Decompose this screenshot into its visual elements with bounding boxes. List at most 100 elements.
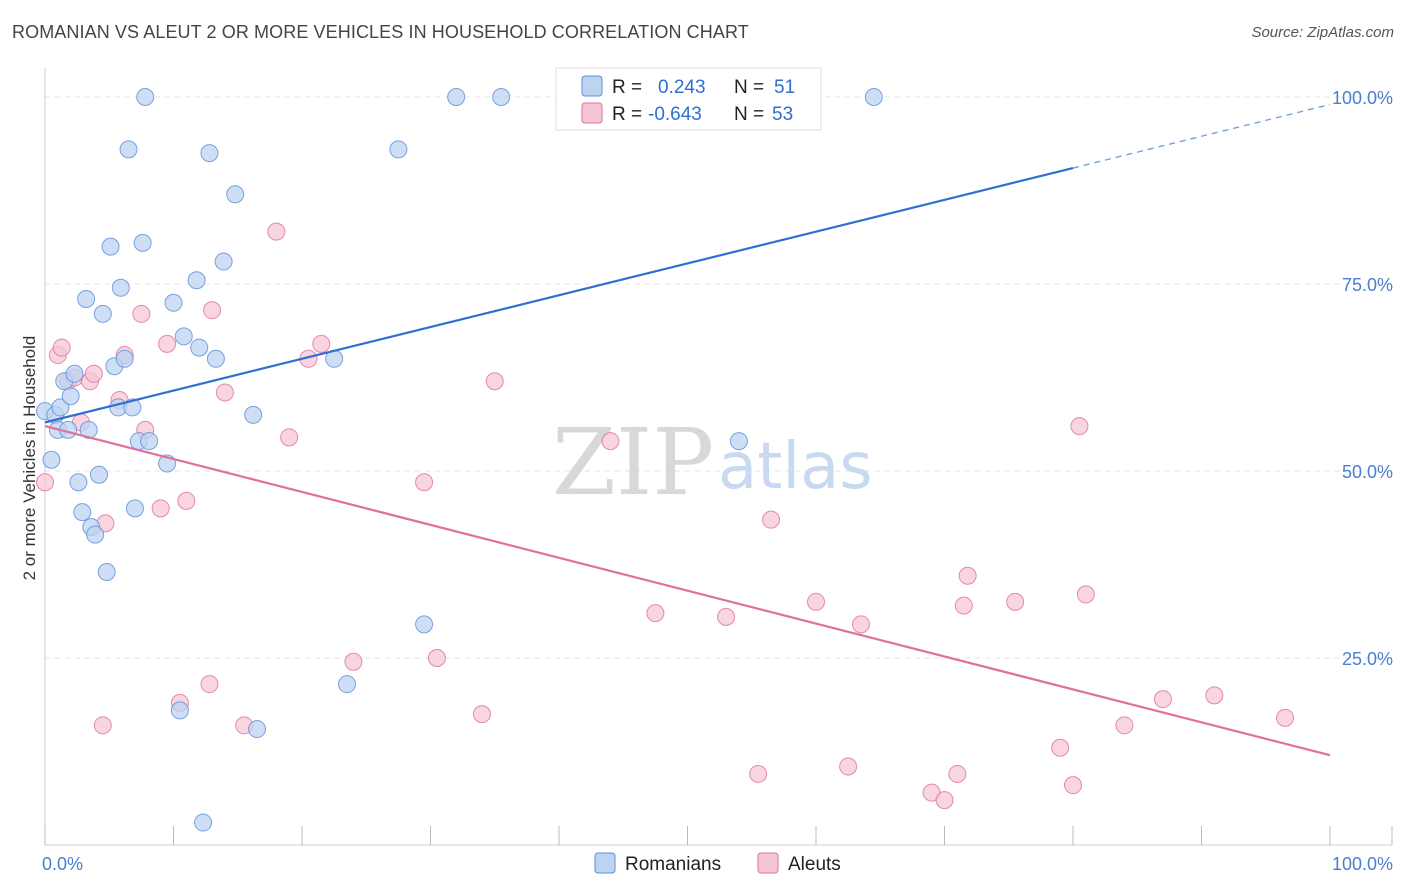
romanian-point (51, 398, 70, 417)
y-axis-label: 2 or more Vehicles in Household (20, 336, 39, 581)
aleuts-swatch (581, 102, 603, 124)
y-tick-label: 50.0% (1342, 462, 1393, 482)
aleut-point (601, 432, 620, 451)
legend-r-value-romanians: 0.243 (658, 77, 706, 98)
aleut-point (1205, 686, 1224, 705)
aleut-point (472, 705, 491, 724)
aleut-point (717, 607, 736, 626)
romanian-point (125, 499, 144, 518)
romanian-point (133, 233, 152, 252)
aleut-point (948, 764, 967, 783)
aleut-point (1051, 738, 1070, 757)
aleut-point (312, 334, 331, 353)
aleut-point (646, 604, 665, 623)
chart-title: ROMANIAN VS ALEUT 2 OR MORE VEHICLES IN … (12, 22, 749, 42)
romanian-point (194, 813, 213, 832)
aleut-point (215, 383, 234, 402)
aleut-point (807, 592, 825, 611)
trend-lines (44, 103, 1331, 757)
romanian-point (190, 338, 209, 357)
romanian-point (101, 237, 120, 256)
legend-n-label-aleuts: N = (734, 104, 764, 125)
romanian-point (42, 450, 61, 469)
romanian-point (187, 271, 206, 290)
legend-r-label-aleuts: R = (612, 104, 642, 125)
aleut-point (52, 338, 71, 357)
romanian-point (123, 398, 142, 417)
romanian-point (214, 252, 233, 271)
aleut-point (151, 499, 170, 518)
aleut-point (1070, 417, 1089, 436)
bottom-legend: Romanians Aleuts (594, 852, 841, 875)
aleut-point (958, 566, 977, 585)
x-tick-label: 0.0% (42, 854, 83, 874)
romanian-point (93, 304, 112, 323)
watermark-zip: ZIP (552, 409, 714, 516)
romanian-point (119, 140, 138, 159)
romanian-point (77, 289, 96, 308)
romanians-points (36, 88, 883, 832)
romanian-point (89, 465, 108, 484)
legend-r-label-romanians: R = (612, 77, 642, 98)
aleut-point (200, 675, 219, 694)
aleut-point (839, 757, 858, 776)
romanian-point (69, 473, 88, 492)
romanian-point (140, 432, 159, 451)
romanian-point (864, 88, 883, 106)
grid-lines (45, 96, 1392, 659)
romanian-point (447, 88, 466, 106)
romanian-point (729, 432, 748, 451)
romanian-point (61, 387, 80, 406)
aleut-point (762, 510, 781, 529)
aleut-point (954, 596, 973, 615)
aleut-point (132, 304, 151, 323)
aleut-point (158, 334, 177, 353)
aleuts-trend-line (44, 425, 1331, 757)
bottom-legend-romanians: Romanians (625, 854, 721, 875)
aleut-point (36, 473, 54, 492)
aleut-point (415, 473, 434, 492)
aleut-point (93, 716, 112, 735)
aleut-point (1115, 716, 1134, 735)
aleut-point (427, 649, 446, 667)
romanian-point (136, 88, 155, 106)
x-tick-label: 100.0% (1332, 854, 1393, 874)
romanian-point (111, 278, 130, 297)
y-tick-label: 100.0% (1332, 88, 1393, 108)
romanians-trend-extension (1072, 103, 1331, 169)
romanian-point (73, 503, 92, 522)
y-tick-label: 25.0% (1342, 649, 1393, 669)
source-label: Source: ZipAtlas.com (1251, 24, 1394, 41)
legend-n-value-romanians: 51 (774, 77, 795, 98)
legend-r-value-aleuts: -0.643 (648, 104, 702, 125)
legend-n-label-romanians: N = (734, 77, 764, 98)
aleut-point (851, 615, 870, 634)
y-tick-labels: 25.0% 50.0% 75.0% 100.0% (1332, 88, 1393, 669)
romanian-point (65, 364, 84, 383)
bottom-legend-romanians-swatch (594, 852, 616, 874)
aleut-point (203, 301, 222, 320)
aleut-point (1006, 592, 1025, 611)
romanians-trend-line (44, 166, 1074, 424)
aleut-point (749, 764, 768, 783)
aleut-point (177, 491, 196, 510)
romanian-point (226, 185, 245, 204)
watermark: ZIP atlas (552, 409, 873, 516)
aleut-point (1076, 585, 1095, 604)
aleut-point (1153, 690, 1172, 709)
aleut-point (1064, 776, 1082, 795)
romanian-point (170, 701, 189, 720)
aleut-point (84, 364, 103, 383)
romanian-point (415, 615, 434, 634)
bottom-legend-aleuts-swatch (757, 852, 779, 874)
romanians-swatch (581, 75, 603, 97)
aleut-point (485, 372, 504, 391)
aleut-point (280, 428, 299, 447)
romanian-point (97, 562, 116, 581)
romanian-point (492, 88, 511, 106)
aleut-point (935, 791, 954, 810)
romanian-point (86, 525, 105, 544)
romanian-point (248, 720, 267, 739)
romanian-point (244, 405, 263, 424)
